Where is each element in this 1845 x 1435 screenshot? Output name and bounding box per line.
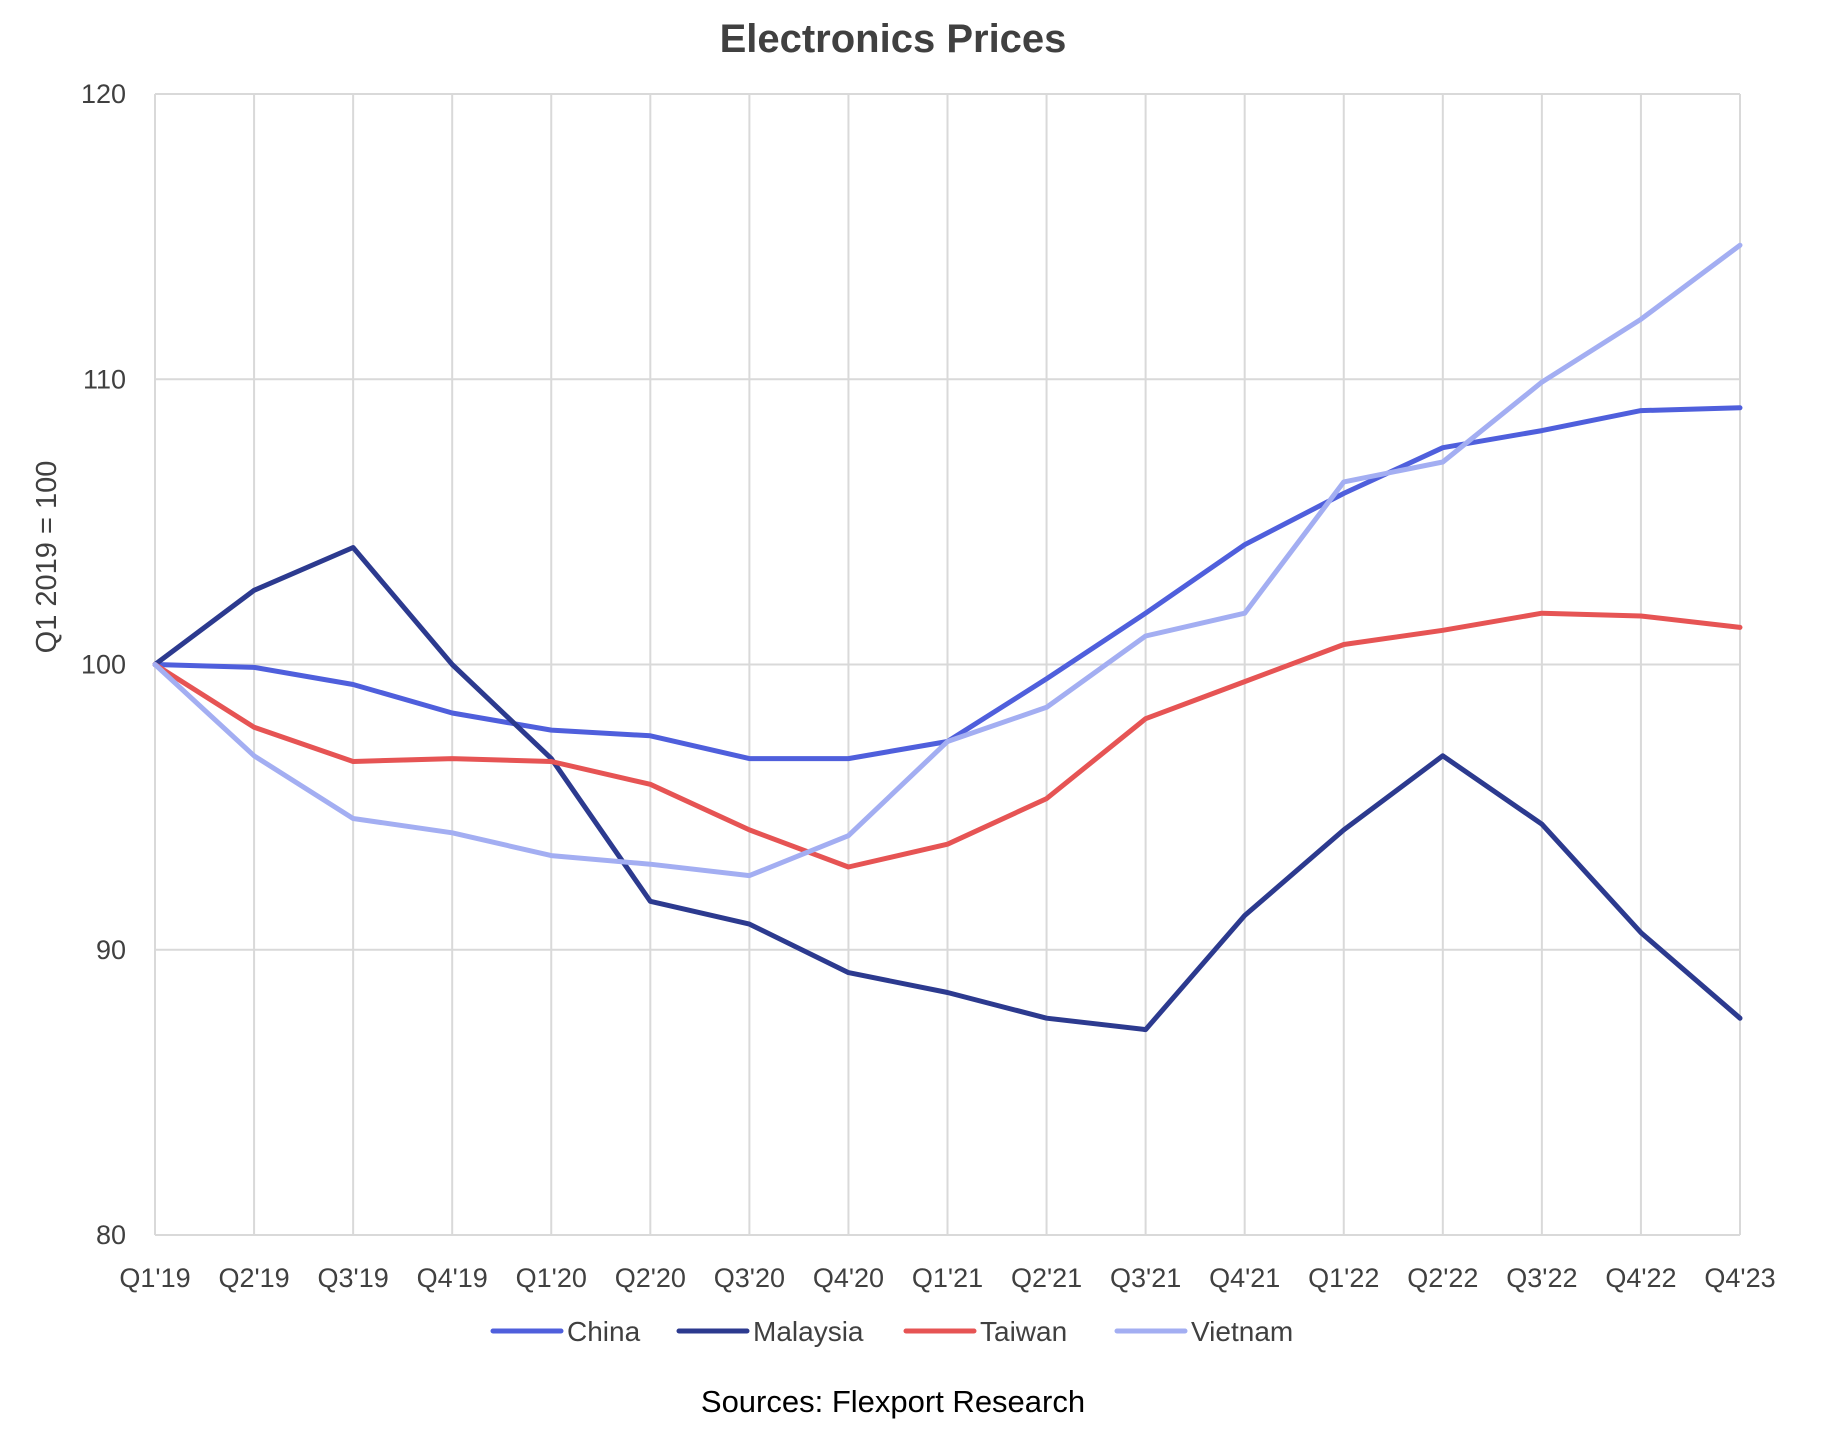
x-tick-label: Q2'19 <box>218 1263 289 1293</box>
legend-label: China <box>567 1316 641 1347</box>
y-axis-title: Q1 2019 = 100 <box>31 461 63 654</box>
legend-item-taiwan: Taiwan <box>903 1316 1067 1347</box>
legend-label: Malaysia <box>753 1316 864 1347</box>
chart-series <box>152 242 1743 1033</box>
x-tick-label: Q1'20 <box>516 1263 587 1293</box>
y-tick-label: 100 <box>81 650 126 680</box>
x-tick-label: Q1'22 <box>1308 1263 1379 1293</box>
x-tick-label: Q4'22 <box>1605 1263 1676 1293</box>
x-tick-label: Q3'19 <box>318 1263 389 1293</box>
x-tick-label: Q1'21 <box>912 1263 983 1293</box>
chart-legend: China Malaysia Taiwan Vietnam <box>490 1316 1293 1347</box>
y-axis-tick-labels: 80 90 100 110 120 <box>81 79 126 1250</box>
legend-item-malaysia: Malaysia <box>676 1316 864 1347</box>
legend-label: Vietnam <box>1191 1316 1293 1347</box>
x-tick-label: Q2'21 <box>1011 1263 1082 1293</box>
y-tick-label: 110 <box>83 364 126 394</box>
x-axis-tick-labels: Q1'19 Q2'19 Q3'19 Q4'19 Q1'20 Q2'20 Q3'20 Q4'20… <box>119 1263 1775 1293</box>
series-line-vietnam <box>152 242 1743 879</box>
x-tick-label: Q2'20 <box>615 1263 686 1293</box>
y-tick-label: 90 <box>96 935 126 965</box>
legend-item-vietnam: Vietnam <box>1114 1316 1293 1347</box>
x-tick-label: Q2'22 <box>1407 1263 1478 1293</box>
x-tick-label: Q4'21 <box>1209 1263 1280 1293</box>
x-tick-label: Q4'23 <box>1704 1263 1775 1293</box>
legend-label: Taiwan <box>980 1316 1067 1347</box>
legend-item-china: China <box>490 1316 641 1347</box>
y-tick-label: 80 <box>96 1220 126 1250</box>
series-line-malaysia <box>152 545 1743 1033</box>
x-tick-label: Q4'19 <box>417 1263 488 1293</box>
x-tick-label: Q1'19 <box>119 1263 190 1293</box>
source-note: Sources: Flexport Research <box>701 1384 1085 1419</box>
x-tick-label: Q3'21 <box>1110 1263 1181 1293</box>
chart-title: Electronics Prices <box>720 17 1067 61</box>
series-line-taiwan <box>152 610 1743 870</box>
x-tick-label: Q3'22 <box>1506 1263 1577 1293</box>
y-tick-label: 120 <box>81 79 126 109</box>
x-tick-label: Q4'20 <box>813 1263 884 1293</box>
x-tick-label: Q3'20 <box>714 1263 785 1293</box>
chart-gridlines <box>154 93 1741 1236</box>
